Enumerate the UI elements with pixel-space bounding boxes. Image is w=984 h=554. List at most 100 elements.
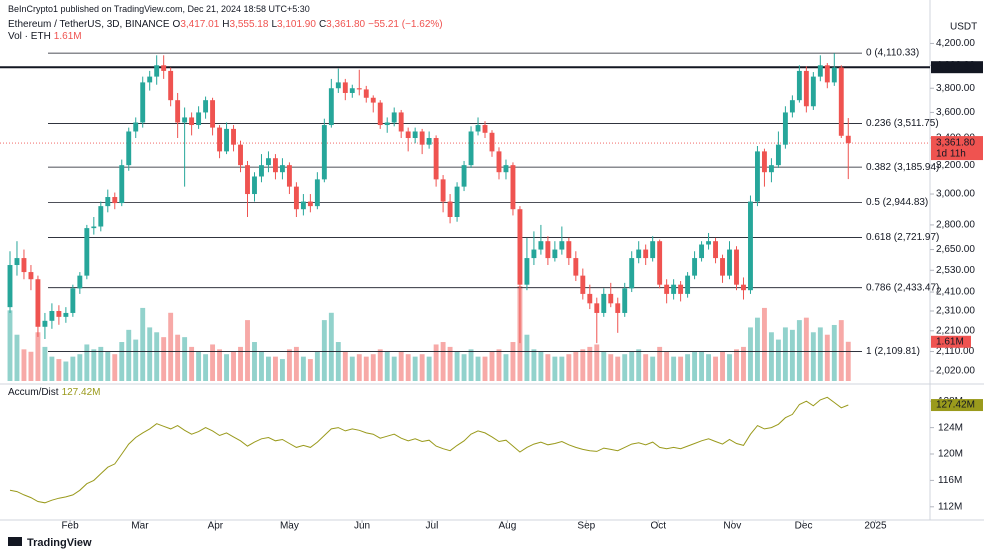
volume-bar [210,344,216,381]
candle-body [636,249,642,259]
volume-bar [650,356,656,381]
fib-label: 0 (4,110.33) [866,48,919,59]
x-tick-label: Nov [723,521,741,532]
ohlc-value: 3,361.80 [326,19,366,30]
fib-label: 0.382 (3,185.94) [866,162,939,173]
volume-bar [608,354,614,381]
marker-price-box [931,61,983,74]
candle-body [622,288,628,313]
candle-body [720,258,725,276]
volume-bar [545,354,551,381]
candle-body [678,284,684,294]
volume-bar [713,356,718,381]
candle-body [524,258,530,285]
candle-body [363,89,369,98]
candle-body [643,249,649,259]
volume-bar [803,317,809,381]
candle-body [789,100,795,113]
candle-body [286,165,292,187]
brand-text: TradingView [27,537,92,549]
candle-body [279,165,285,173]
volume-bar [370,354,376,381]
volume-bar [161,337,167,381]
volume-bar [119,342,125,381]
volume-bar [678,356,684,381]
candle-body [203,100,209,113]
x-tick-label: Sep [577,521,595,532]
volume-bar [538,351,544,381]
candle-body [293,186,299,210]
candle-body [28,272,34,280]
y-tick-label: 120M [938,449,963,460]
volume-bar [426,356,432,381]
volume-legend: Vol · ETH 1.61M [8,31,85,42]
x-tick-label: Dec [795,521,813,532]
ohlc-key: C [318,19,327,30]
volume-bar [56,359,62,381]
ohlc-value: 3,417.01 [180,19,220,30]
y-tick-label: 124M [938,422,963,433]
candle-body [21,258,27,273]
volume-bar [727,354,732,381]
candle-body [699,244,705,259]
volume-bar [286,349,292,381]
candle-body [734,249,739,285]
price-unit: USDT [950,22,977,33]
y-tick-label: 3,800.00 [936,83,975,94]
candle-body [503,165,509,173]
y-tick-label: 3,200.00 [936,160,975,171]
candle-body [272,158,278,173]
candle-body [692,258,698,276]
volume-bar [447,346,453,381]
candle-body [307,201,313,207]
candle-body [580,275,586,294]
candle-body [573,258,579,276]
candle-body [70,288,76,313]
volume-bar [70,356,76,381]
volume-bar [482,356,488,381]
candle-body [342,82,348,93]
volume-bar [252,342,257,381]
x-tick-label: Mar [131,521,149,532]
candle-body [713,241,718,259]
volume-bar [342,351,348,381]
candle-body [210,100,216,128]
ohlc-change: −55.21 (−1.62%) [368,19,443,30]
candle-body [748,201,753,291]
volume-bar [49,356,55,381]
x-tick-label: Feb [61,521,79,532]
candle-body [119,165,125,204]
volume-bar [356,354,362,381]
y-tick-label: 116M [938,475,962,486]
volume-bar [796,320,802,381]
fib-label: 0.236 (3,511.75) [866,118,939,129]
marker-price-label: 3,982.98 [936,62,975,73]
candle-body [496,151,502,173]
symbol-legend: Ethereum / TetherUS, 3D, BINANCE O3,417.0… [8,19,446,30]
candle-body [426,138,432,145]
candle-body [838,67,844,136]
candle-body [831,67,837,83]
candle-body [300,201,306,210]
candle-body [182,117,188,123]
volume-bar [692,351,698,381]
ohlc-key: O [172,19,181,30]
candle-body [775,144,781,166]
candle-body [7,265,13,308]
volume-bar [217,349,223,381]
ad-legend: Accum/Dist 127.42M [8,387,103,398]
volume-bar [761,307,767,381]
volume-bar [601,351,607,381]
volume-bar [398,351,404,381]
volume-bar [98,346,104,381]
candle-body [328,88,334,126]
volume-bar [768,332,774,381]
volume-bar [133,339,139,381]
y-tick-label: 112M [938,501,962,512]
last-price-box [931,136,983,161]
x-tick-label: Apr [208,521,224,532]
candle-body [685,275,691,294]
candle-body [440,179,446,202]
candle-body [398,112,404,132]
